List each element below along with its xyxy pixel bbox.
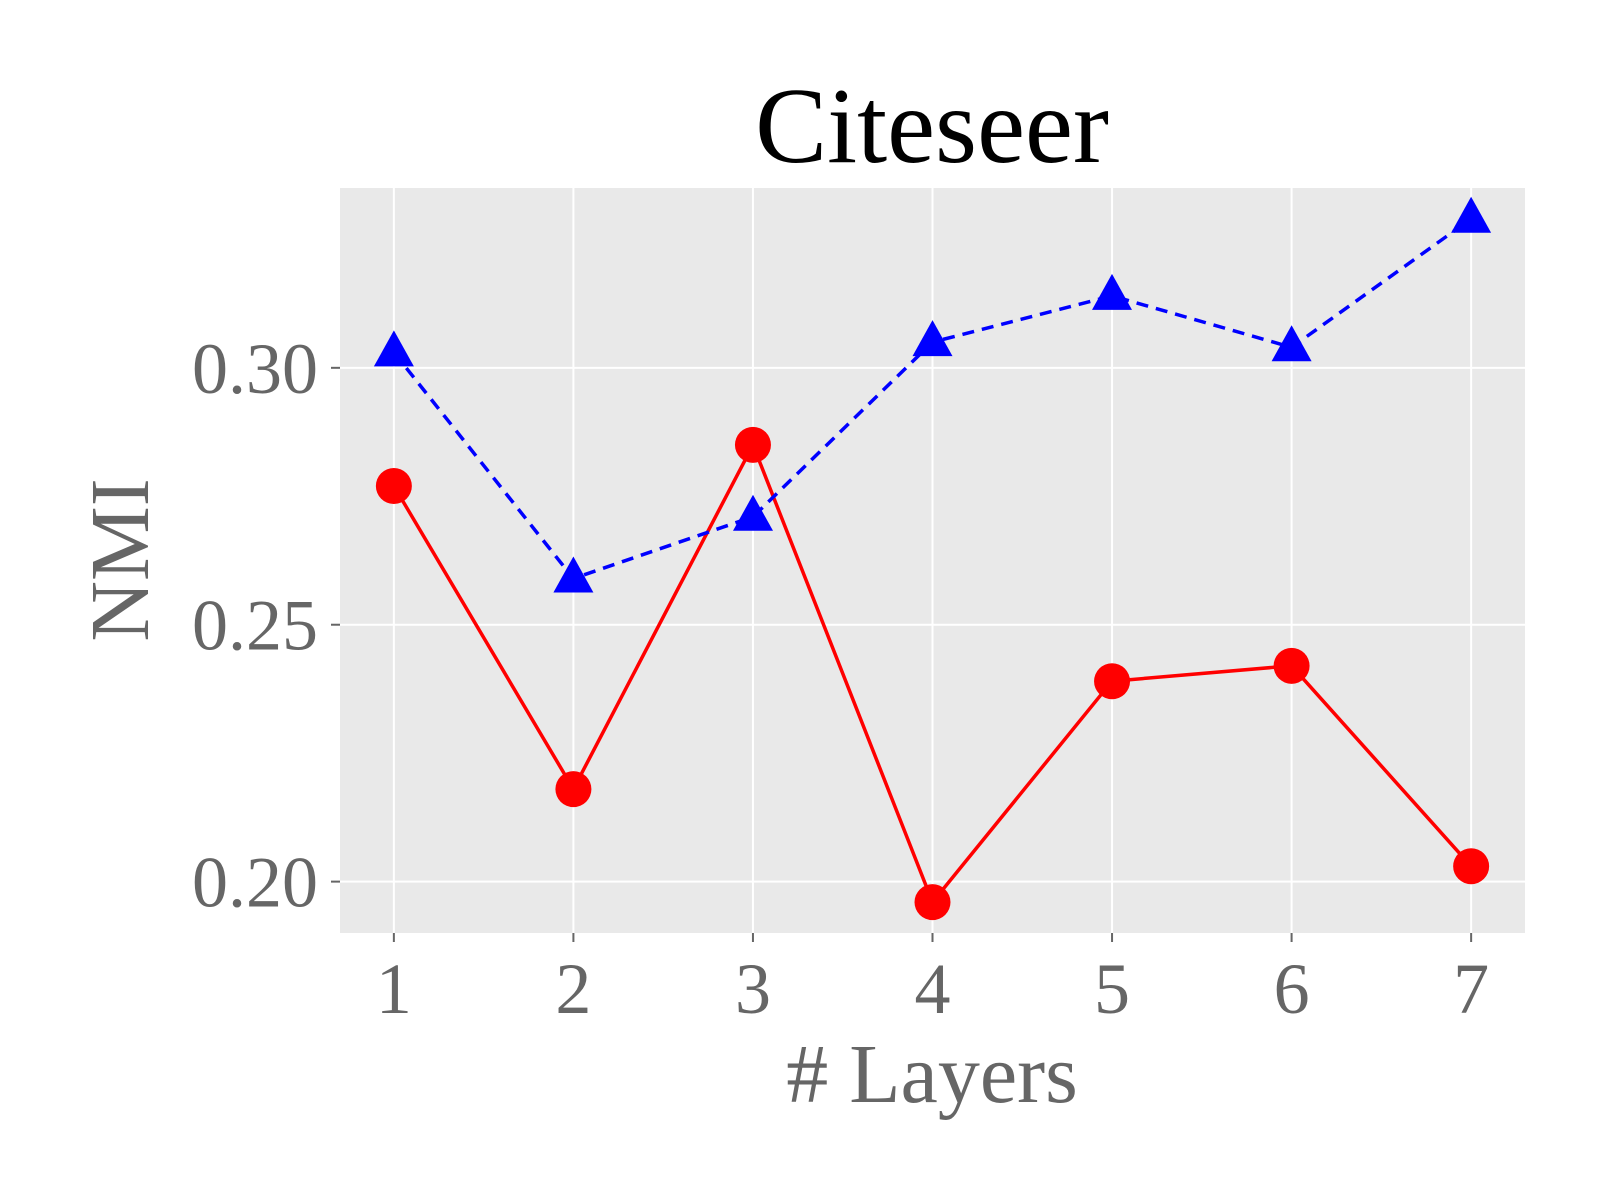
x-tick-label: 4 <box>915 949 951 1029</box>
series-1-point <box>734 426 771 463</box>
series-1-point <box>375 468 412 504</box>
y-axis-label: NMI <box>74 478 167 641</box>
series-2-point <box>553 556 594 593</box>
series-2-point <box>1451 196 1492 233</box>
x-tick-label: 7 <box>1453 949 1489 1029</box>
x-tick-label: 5 <box>1094 949 1130 1029</box>
series-2-point <box>1092 273 1132 310</box>
x-tick-label: 2 <box>555 949 591 1029</box>
series-1-point <box>1273 647 1310 684</box>
y-tick-label: 0.25 <box>192 586 318 666</box>
chart-title: Citeseer <box>755 67 1109 186</box>
x-tick-label: 3 <box>735 949 771 1029</box>
series-2-point <box>1271 325 1312 362</box>
axis-ticks: 1 2 3 4 5 6 7 0.20 0.25 0.30 <box>192 329 1489 1029</box>
y-tick-label: 0.30 <box>192 329 318 409</box>
series-2-point <box>733 494 773 531</box>
series-1-point <box>1453 848 1490 885</box>
series-1-point <box>914 884 951 921</box>
series-2-point <box>373 330 414 367</box>
x-axis-label: # Layers <box>786 1028 1078 1121</box>
series-group <box>373 196 1492 921</box>
series-2-point <box>912 320 953 357</box>
y-tick-label: 0.20 <box>192 843 318 923</box>
series-1-point <box>555 771 592 808</box>
x-tick-label: 1 <box>376 949 412 1029</box>
x-tick-label: 6 <box>1274 949 1310 1029</box>
series-1-point <box>1094 663 1131 700</box>
